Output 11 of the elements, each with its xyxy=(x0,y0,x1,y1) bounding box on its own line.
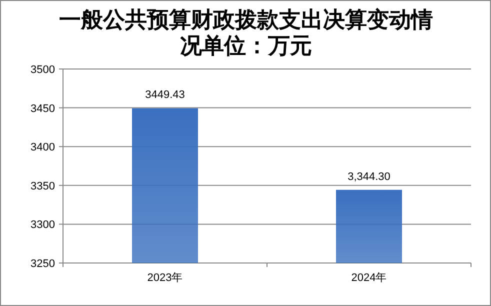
y-tick-label: 3300 xyxy=(30,219,55,232)
y-tick-label: 3350 xyxy=(30,180,55,192)
y-tick-label: 3250 xyxy=(30,258,55,270)
y-tick-label: 3400 xyxy=(30,142,55,154)
data-label: 3,344.30 xyxy=(348,170,390,183)
y-tick-label: 3500 xyxy=(30,64,55,76)
y-tick-label: 3450 xyxy=(30,102,55,115)
chart-title: 一般公共预算财政拨款支出决算变动情况单位：万元 xyxy=(58,7,434,59)
x-tick-label: 2024年 xyxy=(351,272,387,284)
x-tick-label: 2023年 xyxy=(147,272,183,284)
data-label: 3449.43 xyxy=(145,89,185,102)
